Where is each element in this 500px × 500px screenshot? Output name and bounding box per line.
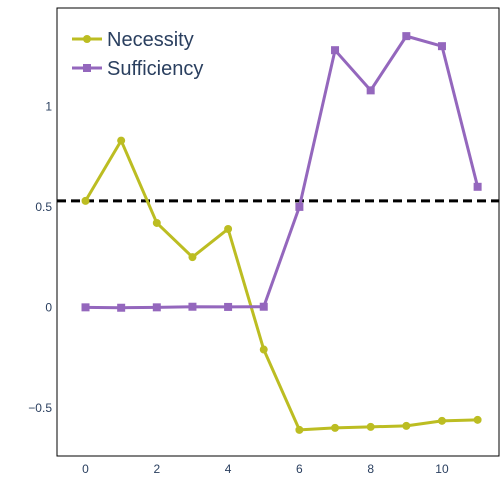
x-tick-label: 8 [367,462,374,476]
data-point-sufficiency [224,302,233,311]
legend-label-sufficiency: Sufficiency [107,58,203,80]
data-point-sufficiency [366,86,375,95]
x-tick-label: 0 [82,462,89,476]
data-point-sufficiency [152,303,161,312]
data-point-necessity [81,196,90,205]
data-point-necessity [437,416,446,425]
legend-marker-necessity [83,35,91,43]
legend-background [65,24,230,86]
y-tick-label: 0 [45,300,52,314]
data-point-sufficiency [437,42,446,51]
legend: Necessity Sufficiency [65,24,230,86]
data-point-necessity [473,415,482,424]
x-tick-label: 6 [296,462,303,476]
y-axis: −0.5 0 0.5 1 [28,99,52,414]
data-point-necessity [331,423,340,432]
series-group [81,32,482,434]
series-line-necessity [84,139,478,432]
data-point-sufficiency [331,46,340,55]
x-tick-label: 10 [435,462,449,476]
legend-marker-sufficiency [83,64,91,72]
data-point-necessity [259,345,268,354]
data-point-necessity [402,421,411,430]
data-point-necessity [188,253,197,262]
y-tick-label: 0.5 [35,200,52,214]
series-line-sufficiency [85,34,480,310]
data-point-necessity [366,422,375,431]
data-point-sufficiency [402,32,411,41]
x-axis: 0 2 4 6 8 10 [82,462,449,476]
data-point-sufficiency [295,202,304,211]
data-point-sufficiency [259,302,268,311]
data-point-necessity [152,218,161,227]
data-point-necessity [117,136,126,145]
data-point-sufficiency [117,303,126,312]
data-point-necessity [295,425,304,434]
data-point-necessity [224,224,233,233]
legend-label-necessity: Necessity [107,29,194,51]
data-point-sufficiency [473,182,482,191]
x-tick-label: 4 [225,462,232,476]
x-tick-label: 2 [153,462,160,476]
data-point-sufficiency [81,303,90,312]
data-point-sufficiency [188,302,197,311]
y-tick-label: 1 [45,99,52,113]
y-tick-label: −0.5 [28,401,52,415]
